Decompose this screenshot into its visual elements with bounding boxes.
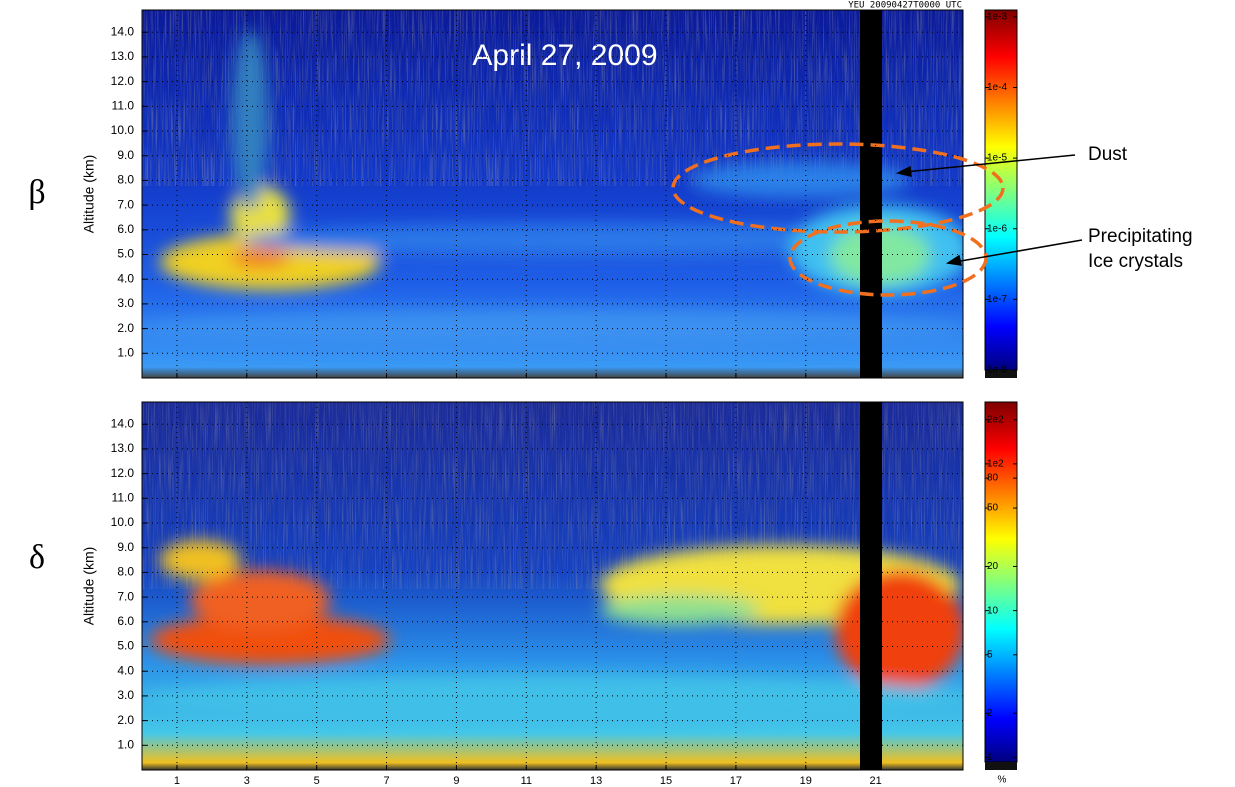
y-tick-label: 4.0 xyxy=(117,271,134,285)
y-tick-label: 3.0 xyxy=(117,688,134,702)
panel-symbol: β xyxy=(28,174,45,211)
colorbar-tick-label: 5 xyxy=(987,649,993,660)
y-tick-label: 13.0 xyxy=(111,441,135,455)
colorbar-tick-label: 1e2 xyxy=(987,459,1004,470)
colorbar-nodata xyxy=(985,370,1017,378)
y-tick-label: 7.0 xyxy=(117,589,134,603)
x-tick-label: 19 xyxy=(800,775,812,787)
colorbar-tick-label: 1e-3 xyxy=(987,11,1007,22)
x-tick-label: 3 xyxy=(244,775,250,787)
y-tick-label: 13.0 xyxy=(111,49,135,63)
y-tick-label: 14.0 xyxy=(111,416,135,430)
y-tick-label: 10.0 xyxy=(111,515,135,529)
colorbar-tick-label: 10 xyxy=(987,605,999,616)
beta-image xyxy=(142,10,963,378)
y-axis-label: Altitude (km) xyxy=(81,547,97,626)
plot-frame xyxy=(141,9,964,379)
colorbar-tick-label: 1 xyxy=(987,752,993,763)
annotation: Dust xyxy=(1088,144,1128,165)
colorbar-tick-label: 20 xyxy=(987,561,999,572)
annotation-arrows xyxy=(895,154,1083,266)
x-tick-label: 5 xyxy=(314,775,320,787)
colorbar-tick-label: 2 xyxy=(987,708,993,719)
x-tick-label: 9 xyxy=(453,775,459,787)
colorbar-tick-label: 1e-8 xyxy=(987,365,1007,376)
plot-frame xyxy=(141,401,964,771)
y-tick-label: 11.0 xyxy=(112,490,135,504)
x-tick-label: 11 xyxy=(521,775,532,787)
y-tick-label: 5.0 xyxy=(117,247,134,261)
x-tick-label: 15 xyxy=(660,775,672,787)
y-tick-label: 2.0 xyxy=(117,713,134,727)
annotation: Precipitating xyxy=(1088,226,1193,247)
colorbar-unit: % xyxy=(998,775,1007,786)
y-tick-label: 10.0 xyxy=(111,123,135,137)
x-tick-label: 7 xyxy=(383,775,389,787)
colorbar-nodata xyxy=(985,762,1017,770)
colorbar-tick-label: 1e-6 xyxy=(987,223,1007,234)
y-tick-label: 9.0 xyxy=(117,540,134,554)
x-tick-label: 1 xyxy=(174,775,180,787)
colorbar-tick-label: 1e-7 xyxy=(987,294,1007,305)
y-tick-label: 6.0 xyxy=(117,614,134,628)
colorbar-tick-label: 80 xyxy=(987,473,999,484)
y-tick-label: 12.0 xyxy=(111,74,135,88)
y-tick-label: 5.0 xyxy=(117,639,134,653)
y-tick-label: 7.0 xyxy=(117,197,134,211)
y-tick-label: 4.0 xyxy=(117,663,134,677)
y-tick-label: 11.0 xyxy=(112,98,135,112)
y-tick-label: 12.0 xyxy=(111,466,135,480)
colorbar xyxy=(984,9,1018,371)
colorbar-tick-label: 1e-5 xyxy=(987,153,1007,164)
colorbar-tick-label: 1e-4 xyxy=(987,82,1007,93)
annotation-ellipses xyxy=(671,142,1005,297)
x-tick-label: 13 xyxy=(590,775,602,787)
y-tick-label: 6.0 xyxy=(117,222,134,236)
annotation: Ice crystals xyxy=(1088,251,1183,272)
y-tick-label: 9.0 xyxy=(117,148,134,162)
y-tick-label: 1.0 xyxy=(117,345,134,359)
x-tick-label: 21 xyxy=(870,775,882,787)
header: YEU 20090427T0000 UTC xyxy=(848,1,962,11)
colorbar-tick-label: 2e2 xyxy=(987,414,1004,425)
panel-symbol: δ xyxy=(29,539,45,576)
delta-image xyxy=(142,402,963,770)
y-tick-label: 8.0 xyxy=(117,173,134,187)
colorbar-tick-label: 50 xyxy=(987,503,999,514)
chart-title: April 27, 2009 xyxy=(472,39,657,72)
y-tick-label: 3.0 xyxy=(117,296,134,310)
y-axis-label: Altitude (km) xyxy=(81,155,97,234)
x-tick-label: 17 xyxy=(730,775,742,787)
y-tick-label: 8.0 xyxy=(117,565,134,579)
y-tick-label: 14.0 xyxy=(111,24,135,38)
y-tick-label: 2.0 xyxy=(117,321,134,335)
y-tick-label: 1.0 xyxy=(117,737,134,751)
